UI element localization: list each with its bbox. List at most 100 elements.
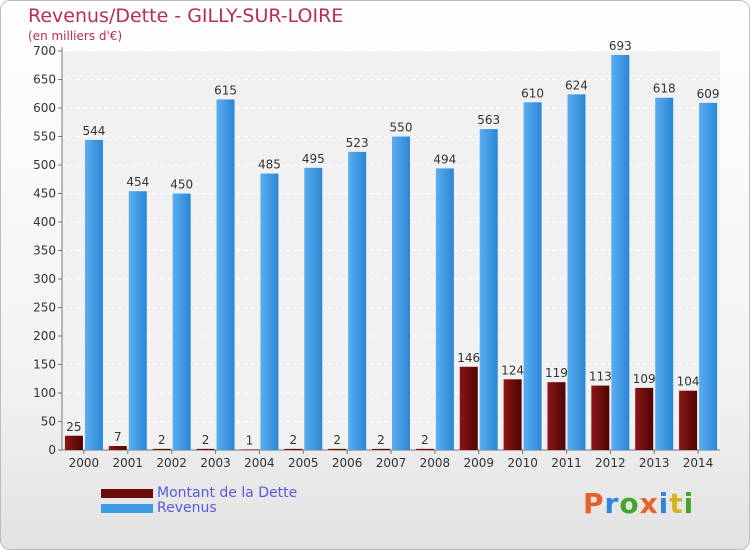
debt-bar <box>108 446 127 450</box>
logo-letter: x <box>639 487 659 520</box>
debt-bar <box>328 448 347 450</box>
debt-bar-label: 113 <box>589 370 612 384</box>
debt-bar-label: 2 <box>158 433 166 447</box>
revenue-bar <box>523 102 542 451</box>
debt-bar <box>240 449 259 450</box>
legend-swatch-debt <box>101 489 153 498</box>
debt-bar-label: 2 <box>421 433 429 447</box>
y-tick-label: 650 <box>33 73 56 87</box>
debt-bar-label: 2 <box>202 433 210 447</box>
revenue-bar-label: 494 <box>433 152 456 166</box>
debt-bar <box>152 448 171 450</box>
x-tick-label: 2009 <box>463 456 494 470</box>
debt-bar <box>196 448 215 450</box>
revenue-bar <box>84 139 103 451</box>
revenue-bar <box>435 168 454 451</box>
debt-bar-label: 7 <box>114 430 122 444</box>
revenue-bar-label: 693 <box>609 39 632 53</box>
debt-bar-label: 2 <box>333 433 341 447</box>
debt-bar <box>459 366 478 450</box>
revenue-bar <box>172 193 191 450</box>
x-tick-label: 2005 <box>288 456 319 470</box>
x-tick-label: 2011 <box>551 456 582 470</box>
revenue-bar-label: 563 <box>477 113 500 127</box>
debt-bar-label: 1 <box>246 433 254 447</box>
x-tick-label: 2002 <box>156 456 187 470</box>
debt-bar <box>284 448 303 450</box>
debt-bar-label: 104 <box>677 375 700 389</box>
logo-letter: i <box>683 487 695 520</box>
revenue-bar <box>128 191 147 450</box>
revenue-bar-label: 615 <box>214 83 237 97</box>
y-tick-label: 350 <box>33 244 56 258</box>
debt-bar-label: 2 <box>377 433 385 447</box>
y-tick-label: 500 <box>33 158 56 172</box>
revenue-bar-label: 610 <box>521 86 544 100</box>
revenue-bar-label: 618 <box>653 82 676 96</box>
revenue-bar <box>392 136 410 450</box>
revenue-bar <box>216 99 235 450</box>
x-tick-label: 2008 <box>420 456 451 470</box>
chart-title: Revenus/Dette - GILLY-SUR-LOIRE <box>28 5 344 27</box>
revenue-bar-label: 609 <box>697 87 720 101</box>
y-tick-label: 450 <box>33 187 56 201</box>
debt-bar-label: 2 <box>289 433 297 447</box>
revenue-bar-label: 495 <box>302 152 325 166</box>
x-tick-label: 2000 <box>69 456 100 470</box>
debt-bar <box>547 382 566 450</box>
y-tick-label: 250 <box>33 301 56 315</box>
revenue-bar <box>260 173 279 451</box>
chart-subtitle: (en milliers d'€) <box>28 29 123 43</box>
debt-bar <box>679 390 698 450</box>
x-tick-label: 2007 <box>376 456 407 470</box>
y-tick-label: 300 <box>33 272 56 286</box>
y-tick-label: 200 <box>33 329 56 343</box>
y-tick-label: 150 <box>33 358 56 372</box>
revenue-bar-label: 454 <box>126 175 149 189</box>
legend-label-revenue: Revenus <box>157 500 217 516</box>
revenue-bar-label: 450 <box>170 178 193 192</box>
y-tick-label: 0 <box>48 443 56 457</box>
revenue-bar-label: 550 <box>390 121 413 135</box>
x-tick-label: 2013 <box>639 456 670 470</box>
debt-bar <box>372 448 390 450</box>
y-tick-label: 550 <box>33 130 56 144</box>
x-tick-label: 2003 <box>200 456 231 470</box>
revenue-bar <box>611 54 630 451</box>
debt-bar-label: 119 <box>545 366 568 380</box>
debt-bar <box>635 387 654 450</box>
x-tick-label: 2006 <box>332 456 363 470</box>
debt-bar <box>503 379 522 450</box>
debt-bar <box>64 435 83 450</box>
debt-bar-label: 109 <box>633 372 656 386</box>
y-tick-label: 700 <box>33 44 56 58</box>
logo-letter: o <box>619 487 640 520</box>
logo-letter: i <box>658 487 670 520</box>
revenue-bar-label: 624 <box>565 78 588 92</box>
revenue-bar <box>479 129 498 450</box>
y-tick-label: 400 <box>33 215 56 229</box>
legend-swatch-revenue <box>101 504 153 513</box>
revenue-bar <box>655 97 674 451</box>
revenue-bar <box>567 94 586 450</box>
debt-bar-label: 146 <box>457 351 480 365</box>
debt-bar <box>591 385 610 450</box>
proxiti-logo: Proxiti <box>583 487 694 520</box>
logo-letter: P <box>583 487 605 520</box>
y-tick-label: 50 <box>41 415 56 429</box>
legend-label-debt: Montant de la Dette <box>157 485 298 501</box>
debt-bar <box>415 448 434 450</box>
logo-letter: r <box>604 487 620 520</box>
revenue-bar <box>699 102 718 451</box>
x-tick-label: 2014 <box>683 456 714 470</box>
x-tick-label: 2010 <box>507 456 538 470</box>
x-tick-label: 2004 <box>244 456 275 470</box>
logo-letter: t <box>669 487 684 520</box>
x-tick-label: 2012 <box>595 456 626 470</box>
x-tick-label: 2001 <box>113 456 144 470</box>
revenue-bar <box>348 151 367 450</box>
debt-bar-label: 25 <box>66 420 81 434</box>
revenue-bar-label: 485 <box>258 158 281 172</box>
